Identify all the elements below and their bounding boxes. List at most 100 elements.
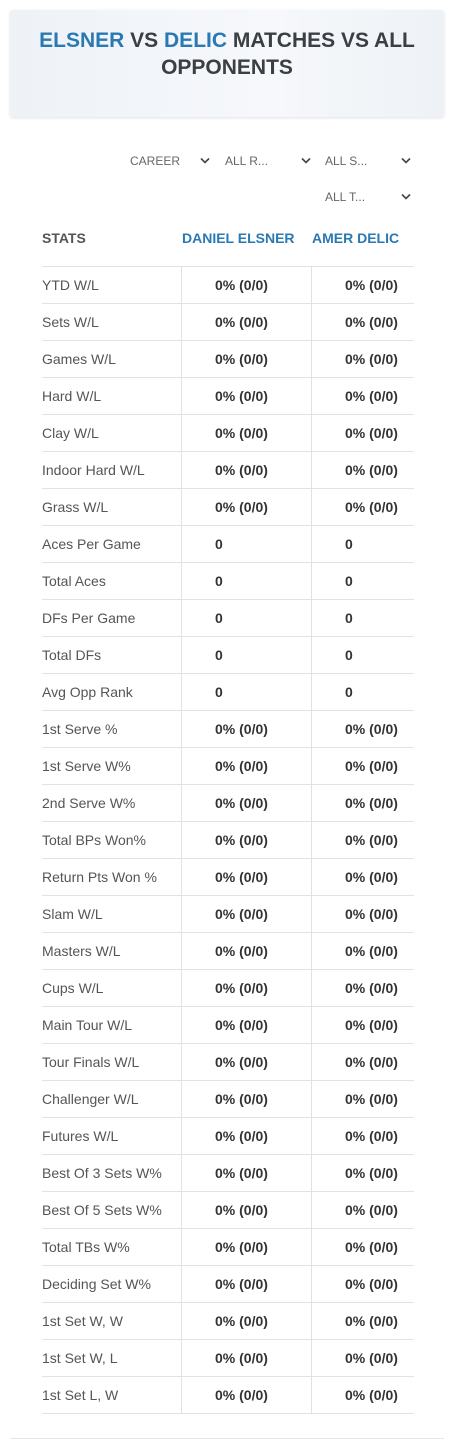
table-row: Total BPs Won% 0% (0/0) 0% (0/0) (42, 821, 414, 859)
stat-label: 1st Serve % (42, 721, 118, 737)
table-row: Deciding Set W% 0% (0/0) 0% (0/0) (42, 1265, 414, 1303)
stat-value: 0% (0/0) (181, 896, 311, 933)
stat-value: 0% (0/0) (181, 1340, 311, 1377)
stat-value: 0% (0/0) (311, 1266, 414, 1303)
table-bottom-border (42, 1413, 414, 1414)
stat-value: 0 (181, 526, 311, 563)
stat-value: 0% (0/0) (311, 1303, 414, 1340)
stat-value: 0% (0/0) (181, 970, 311, 1007)
stat-value: 0% (0/0) (311, 711, 414, 748)
stat-value: 0% (0/0) (311, 970, 414, 1007)
table-row: DFs Per Game 0 0 (42, 599, 414, 637)
stat-label: Clay W/L (42, 425, 99, 441)
table-row: 1st Serve % 0% (0/0) 0% (0/0) (42, 710, 414, 748)
stat-label: Slam W/L (42, 906, 103, 922)
stat-label: Main Tour W/L (42, 1017, 132, 1033)
stat-value: 0% (0/0) (311, 452, 414, 489)
stat-value: 0% (0/0) (181, 822, 311, 859)
stat-value: 0 (311, 674, 414, 711)
stat-value: 0% (0/0) (311, 489, 414, 526)
title-player1: ELSNER (39, 29, 125, 52)
table-row: Futures W/L 0% (0/0) 0% (0/0) (42, 1117, 414, 1155)
stat-label: Total Aces (42, 573, 106, 589)
filter-dropdown[interactable]: CAREER (130, 151, 212, 171)
table-row: Games W/L 0% (0/0) 0% (0/0) (42, 340, 414, 378)
stat-value: 0% (0/0) (311, 1377, 414, 1414)
stat-value: 0% (0/0) (181, 711, 311, 748)
stat-label: Best Of 5 Sets W% (42, 1202, 162, 1218)
stat-label: YTD W/L (42, 277, 99, 293)
stat-value: 0% (0/0) (181, 1044, 311, 1081)
page-title: ELSNER VS DELIC MATCHES VS ALL OPPONENTS (20, 27, 434, 81)
stat-label: Indoor Hard W/L (42, 462, 145, 478)
stat-value: 0% (0/0) (311, 822, 414, 859)
stat-value: 0% (0/0) (311, 859, 414, 896)
table-row: Main Tour W/L 0% (0/0) 0% (0/0) (42, 1006, 414, 1044)
stat-value: 0% (0/0) (181, 933, 311, 970)
stat-label: 2nd Serve W% (42, 795, 136, 811)
stat-value: 0% (0/0) (311, 785, 414, 822)
table-row: Cups W/L 0% (0/0) 0% (0/0) (42, 969, 414, 1007)
stat-value: 0% (0/0) (181, 489, 311, 526)
stat-label: Games W/L (42, 351, 116, 367)
filter-dropdown[interactable]: ALL T... (325, 187, 413, 207)
stat-value: 0% (0/0) (181, 378, 311, 415)
stat-value: 0 (181, 600, 311, 637)
stat-label: Grass W/L (42, 499, 109, 515)
stat-value: 0% (0/0) (311, 415, 414, 452)
stat-value: 0 (181, 637, 311, 674)
stat-label: Avg Opp Rank (42, 684, 133, 700)
stat-value: 0% (0/0) (181, 1266, 311, 1303)
stat-value: 0% (0/0) (311, 267, 414, 304)
stat-label: 1st Set W, W (42, 1313, 123, 1329)
table-row: Clay W/L 0% (0/0) 0% (0/0) (42, 414, 414, 452)
stat-value: 0% (0/0) (311, 1155, 414, 1192)
table-row: Avg Opp Rank 0 0 (42, 673, 414, 711)
stat-value: 0% (0/0) (181, 267, 311, 304)
stat-value: 0% (0/0) (181, 1118, 311, 1155)
filter-dropdown[interactable]: ALL R... (225, 151, 313, 171)
table-row: Total DFs 0 0 (42, 636, 414, 674)
stat-label: 1st Set L, W (42, 1387, 119, 1403)
table-row: 1st Set L, W 0% (0/0) 0% (0/0) (42, 1376, 414, 1414)
table-row: Total Aces 0 0 (42, 562, 414, 600)
filter-dropdown[interactable]: ALL S... (325, 151, 413, 171)
stat-value: 0% (0/0) (311, 1007, 414, 1044)
stat-value: 0% (0/0) (181, 415, 311, 452)
column-header: AMER DELIC (312, 230, 400, 246)
stat-value: 0% (0/0) (181, 1007, 311, 1044)
stat-value: 0% (0/0) (181, 341, 311, 378)
stat-value: 0 (311, 563, 414, 600)
stat-value: 0% (0/0) (181, 1155, 311, 1192)
stat-value: 0% (0/0) (311, 341, 414, 378)
stat-label: Aces Per Game (42, 536, 141, 552)
table-row: Indoor Hard W/L 0% (0/0) 0% (0/0) (42, 451, 414, 489)
stat-label: Deciding Set W% (42, 1276, 151, 1292)
header-card (10, 10, 444, 117)
footer-divider (10, 1438, 444, 1439)
stat-label: Hard W/L (42, 388, 102, 404)
table-row: Sets W/L 0% (0/0) 0% (0/0) (42, 303, 414, 341)
stat-value: 0% (0/0) (311, 896, 414, 933)
filter-label: ALL T... (325, 190, 366, 204)
stat-label: Futures W/L (42, 1128, 119, 1144)
stat-value: 0% (0/0) (181, 452, 311, 489)
stat-value: 0 (181, 563, 311, 600)
stat-value: 0% (0/0) (311, 1118, 414, 1155)
title-rest: MATCHES VS ALL OPPONENTS (161, 29, 415, 79)
table-row: Aces Per Game 0 0 (42, 525, 414, 563)
stat-value: 0% (0/0) (181, 1377, 311, 1414)
stat-value: 0 (311, 637, 414, 674)
stat-value: 0% (0/0) (181, 859, 311, 896)
stat-value: 0 (311, 526, 414, 563)
table-row: 1st Serve W% 0% (0/0) 0% (0/0) (42, 747, 414, 785)
stat-label: 1st Set W, L (42, 1350, 118, 1366)
table-row: Grass W/L 0% (0/0) 0% (0/0) (42, 488, 414, 526)
stat-value: 0% (0/0) (311, 378, 414, 415)
stat-value: 0% (0/0) (181, 748, 311, 785)
chevron-icon (401, 193, 411, 200)
stat-value: 0% (0/0) (311, 1229, 414, 1266)
chevron-icon (200, 157, 210, 164)
table-row: Best Of 5 Sets W% 0% (0/0) 0% (0/0) (42, 1191, 414, 1229)
